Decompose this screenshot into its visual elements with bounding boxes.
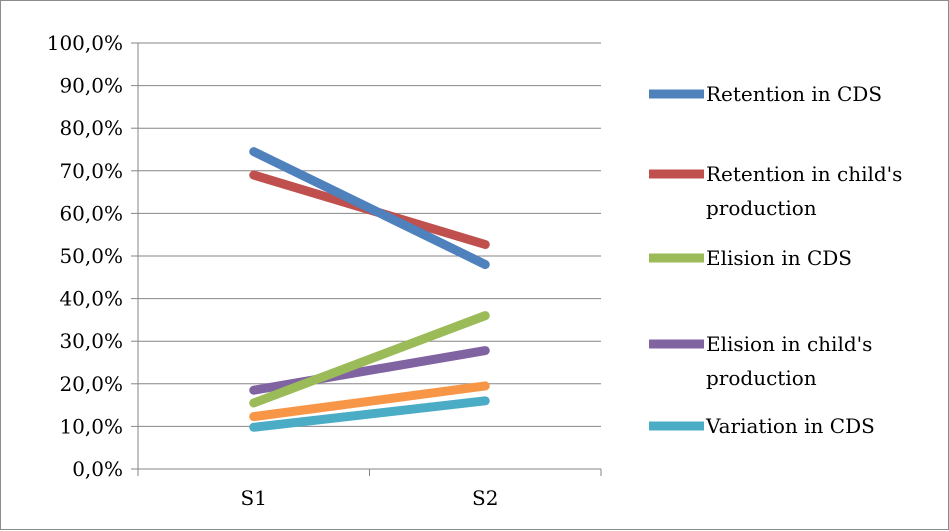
y-tick-label: 0,0% bbox=[72, 457, 123, 481]
y-tick-label: 50,0% bbox=[59, 244, 123, 268]
series-line-elision-in-child-s-production bbox=[249, 346, 490, 395]
y-tick-label: 10,0% bbox=[59, 414, 123, 438]
legend-label: Variation in CDS bbox=[705, 414, 875, 438]
legend-label: production bbox=[706, 366, 817, 390]
legend-label: Retention in CDS bbox=[706, 82, 882, 106]
x-tick-label: S1 bbox=[241, 486, 267, 510]
y-tick-label: 30,0% bbox=[59, 329, 123, 353]
series-line-variation-in-cds bbox=[249, 396, 490, 432]
y-tick-label: 80,0% bbox=[59, 116, 123, 140]
series-line-elision-in-cds bbox=[249, 311, 490, 408]
legend-label: Elision in CDS bbox=[706, 246, 852, 270]
series-line-retention-in-cds bbox=[249, 147, 490, 270]
legend-label: Retention in child's bbox=[706, 162, 902, 186]
y-tick-label: 100,0% bbox=[47, 31, 123, 55]
y-tick-label: 70,0% bbox=[59, 159, 123, 183]
legend-label: Elision in child's bbox=[706, 332, 872, 356]
y-tick-label: 40,0% bbox=[59, 287, 123, 311]
y-tick-label: 60,0% bbox=[59, 201, 123, 225]
x-tick-label: S2 bbox=[472, 486, 498, 510]
series-line-unlabeled bbox=[249, 381, 490, 422]
y-tick-label: 90,0% bbox=[59, 74, 123, 98]
y-tick-label: 20,0% bbox=[59, 372, 123, 396]
legend-label: production bbox=[706, 196, 817, 220]
